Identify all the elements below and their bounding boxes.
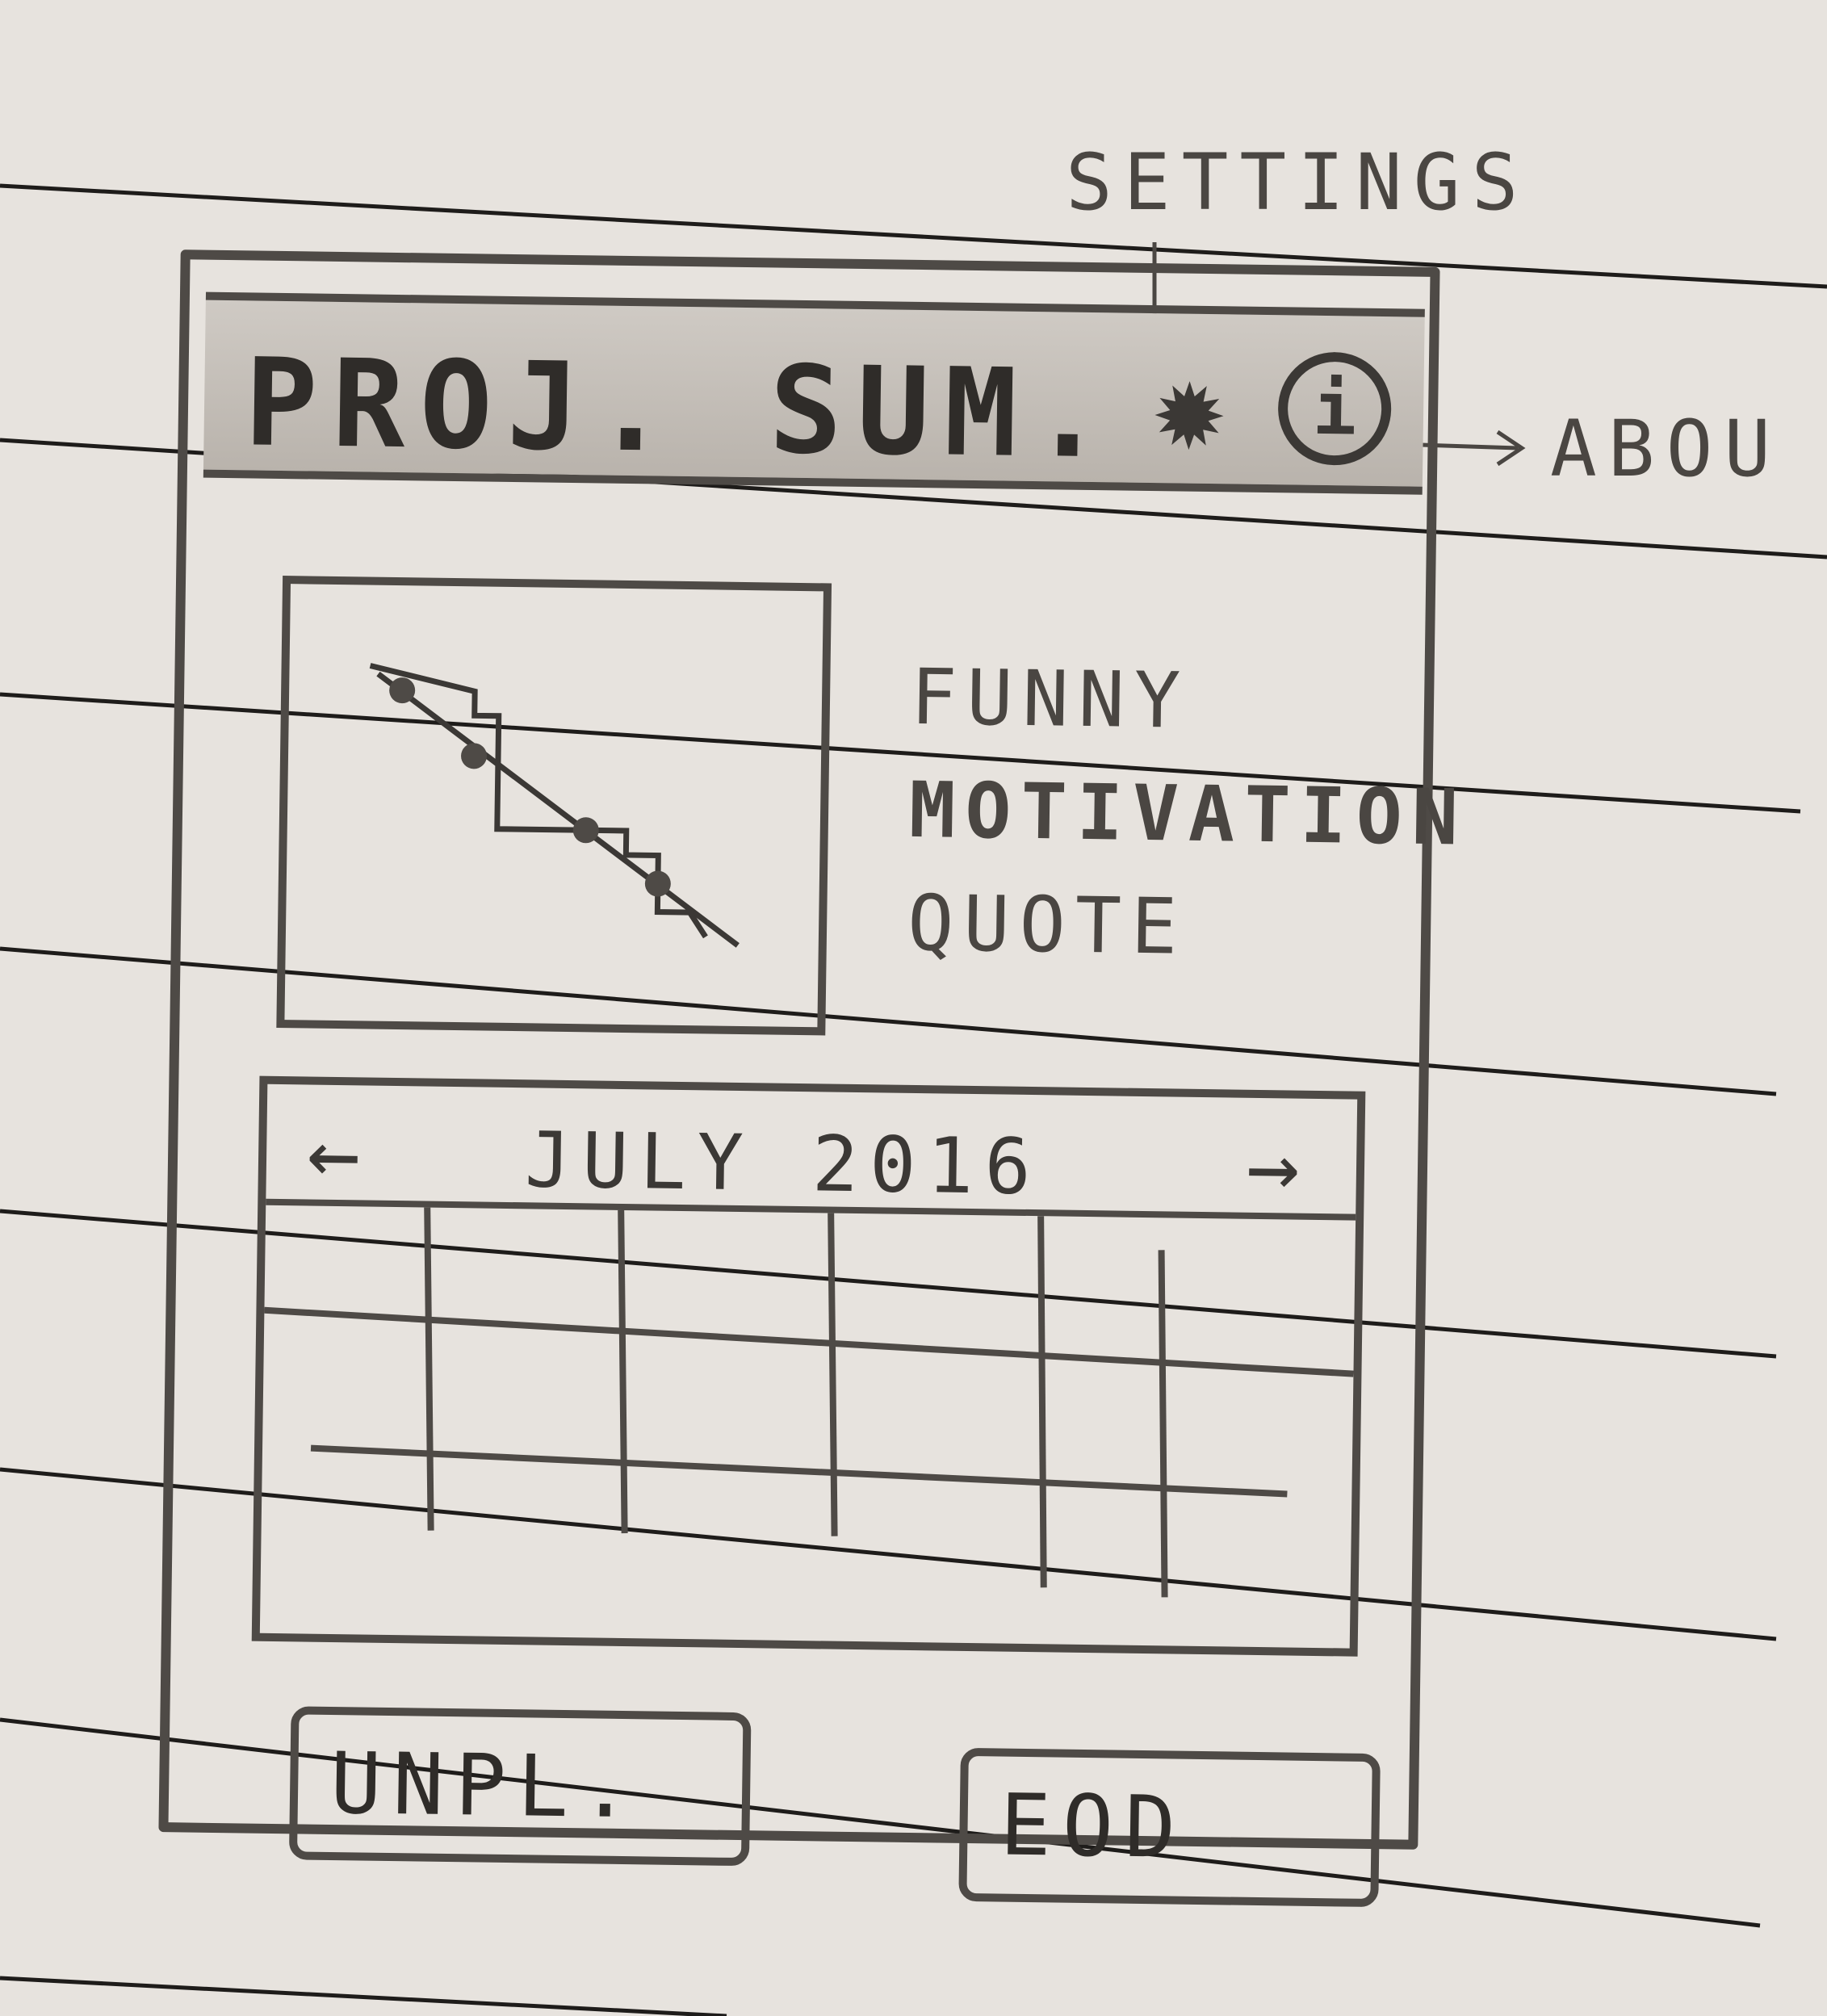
- quote-line-3: QUOTE: [907, 878, 1188, 972]
- quote-line-2: MOTIVATION: [908, 765, 1469, 863]
- calendar: ← JULY 2016 →: [251, 1075, 1366, 1657]
- info-icon[interactable]: i: [1277, 351, 1393, 467]
- prev-month-arrow-icon[interactable]: ←: [306, 1100, 362, 1205]
- next-month-arrow-icon[interactable]: →: [1245, 1113, 1301, 1218]
- app-header: PROJ. SUM. ✹ i: [203, 291, 1425, 495]
- quote-line-1: FUNNY: [910, 652, 1191, 746]
- unplanned-button[interactable]: UNPL.: [288, 1706, 752, 1867]
- gear-icon[interactable]: ✹: [1151, 336, 1227, 478]
- page-title: PROJ. SUM.: [243, 333, 1121, 486]
- app-screen: PROJ. SUM. ✹ i FUNNY MOTIVATION QUOTE ← …: [158, 249, 1469, 1908]
- data-point: [644, 870, 671, 897]
- end-of-day-button[interactable]: EOD: [958, 1747, 1381, 1908]
- progress-chart: [276, 576, 832, 1036]
- about-annotation: ABOU: [1550, 404, 1783, 494]
- settings-annotation: SETTINGS: [1066, 137, 1530, 228]
- motivation-quote: FUNNY MOTIVATION QUOTE: [907, 641, 1469, 987]
- calendar-grid[interactable]: [260, 1205, 1356, 1649]
- calendar-month-label: JULY 2016: [524, 1116, 1043, 1213]
- calendar-header: ← JULY 2016 →: [266, 1083, 1358, 1221]
- data-point: [461, 743, 488, 769]
- trend-line: [376, 671, 740, 948]
- data-point: [389, 677, 416, 704]
- chart-sketch: [369, 663, 740, 948]
- data-point: [572, 817, 599, 844]
- burndown-line: [369, 663, 708, 939]
